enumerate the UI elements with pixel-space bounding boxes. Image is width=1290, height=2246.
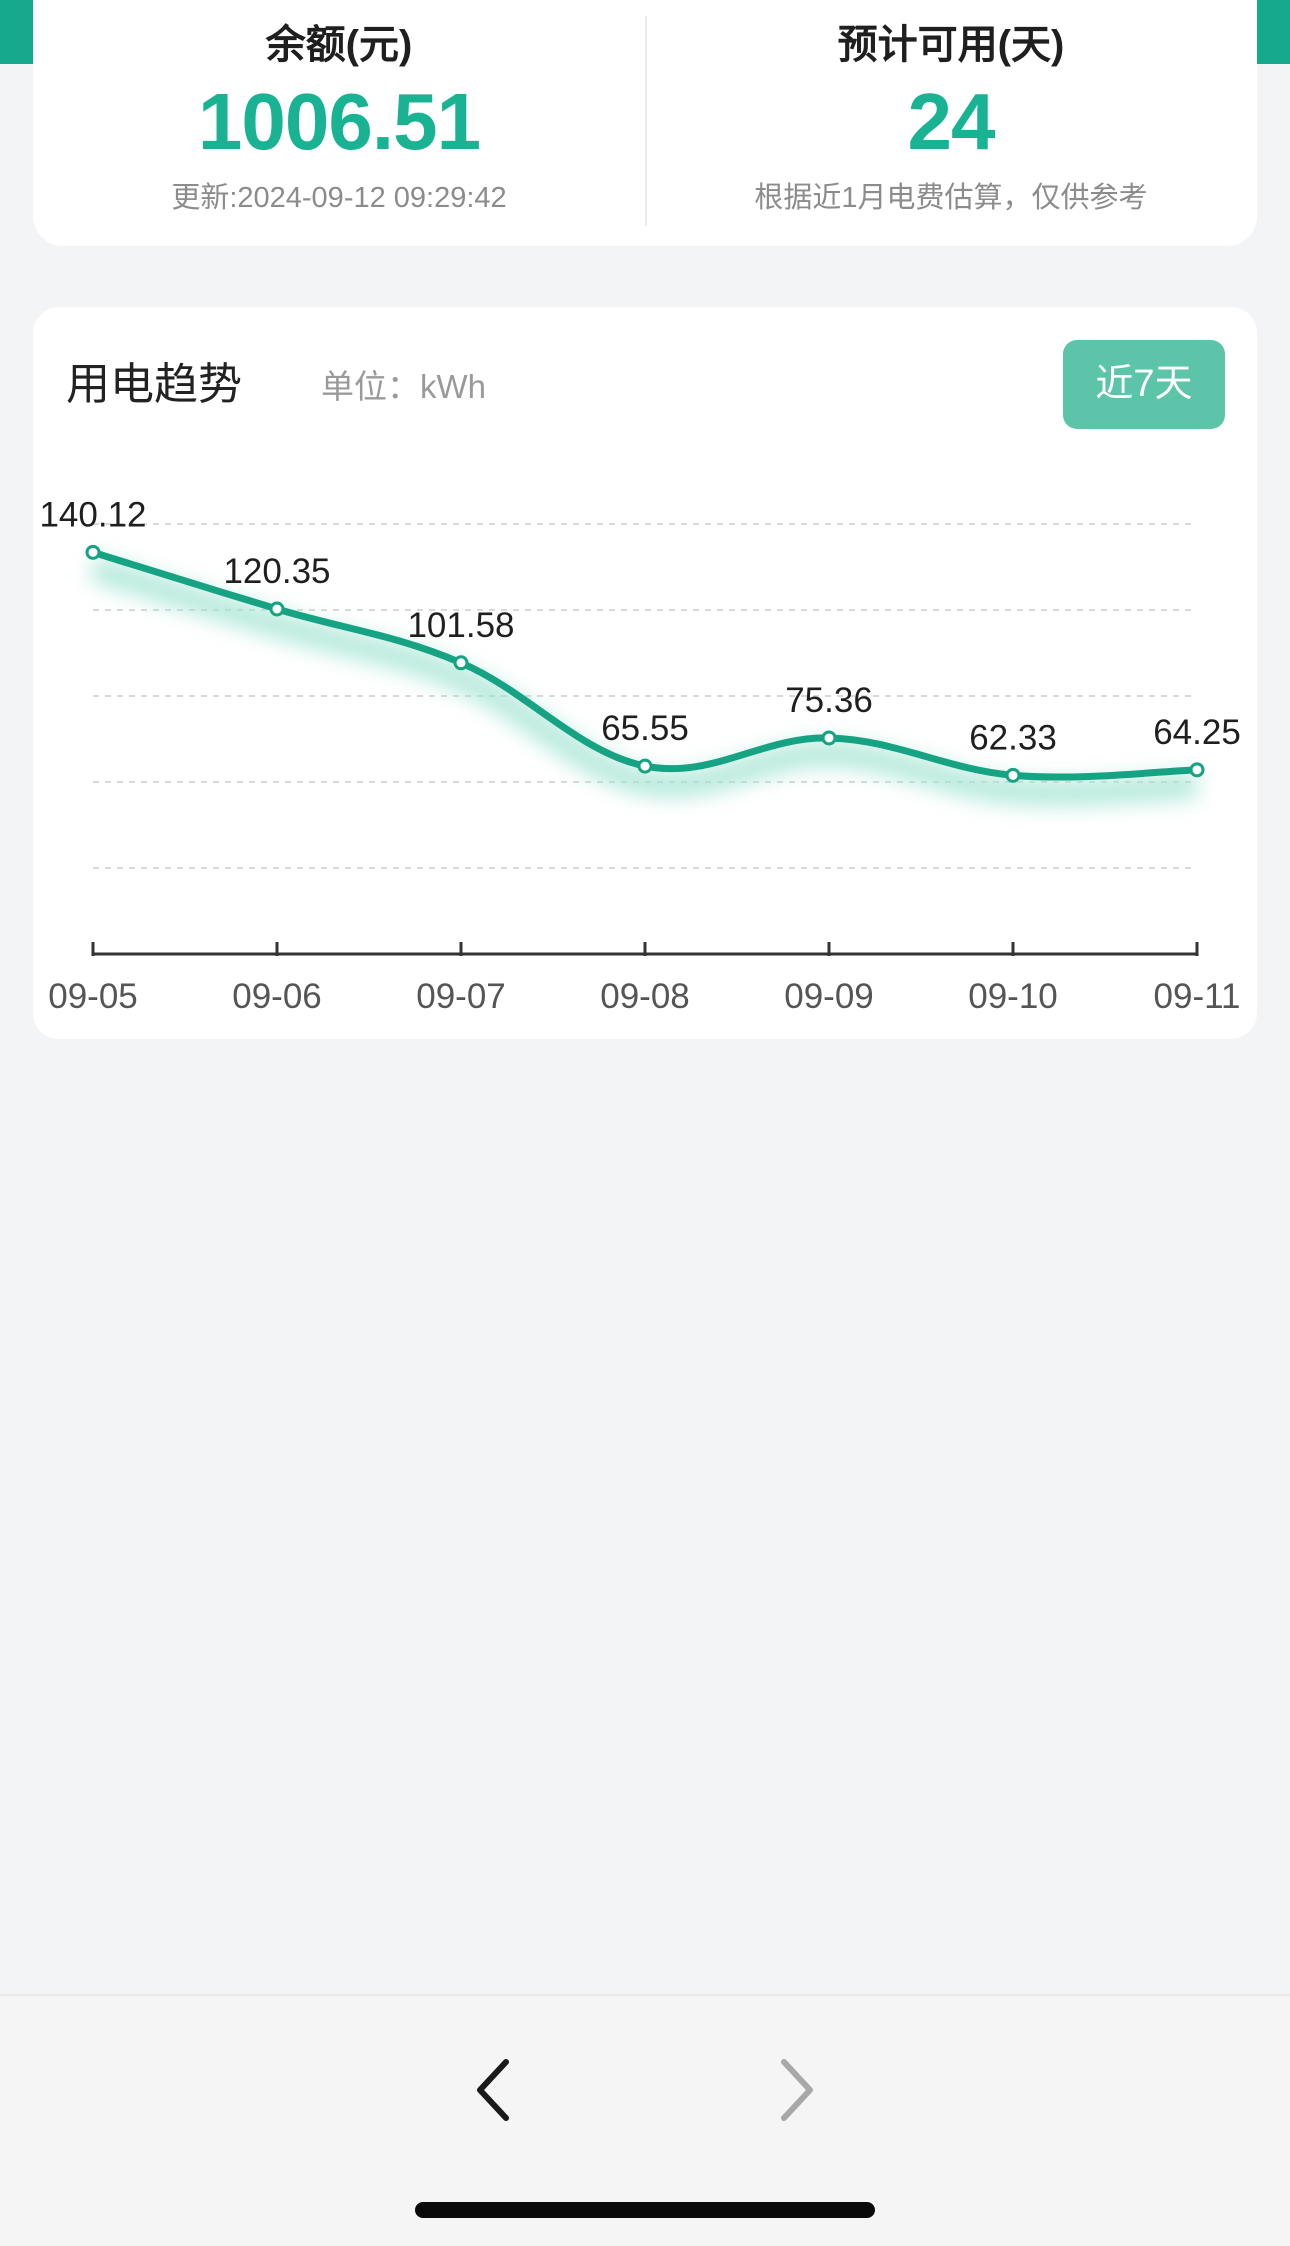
balance-divider: [645, 16, 647, 226]
estimate-note: 根据近1月电费估算，仅供参考: [754, 182, 1148, 214]
balance-amount: 1006.51: [197, 77, 481, 166]
balance-section: 余额(元) 1006.51 更新:2024-09-12 09:29:42: [33, 0, 645, 246]
estimate-section: 预计可用(天) 24 根据近1月电费估算，仅供参考: [645, 0, 1257, 246]
estimate-title: 预计可用(天): [837, 23, 1065, 67]
balance-title: 余额(元): [265, 23, 413, 67]
trend-title: 用电趋势: [66, 360, 242, 409]
estimate-days: 24: [907, 77, 996, 166]
balance-card: 余额(元) 1006.51 更新:2024-09-12 09:29:42 预计可…: [33, 0, 1257, 246]
usage-trend-card: 用电趋势 单位：kWh 近7天: [33, 307, 1257, 1039]
bottom-nav-bar: [0, 1994, 1290, 2246]
chevron-right-icon[interactable]: [746, 2040, 846, 2140]
chevron-left-icon[interactable]: [444, 2040, 544, 2140]
balance-updated-time: 更新:2024-09-12 09:29:42: [171, 182, 507, 214]
trend-unit: 单位：kWh: [321, 368, 486, 405]
home-indicator: [415, 2202, 875, 2218]
range-7-days-button[interactable]: 近7天: [1063, 340, 1225, 429]
